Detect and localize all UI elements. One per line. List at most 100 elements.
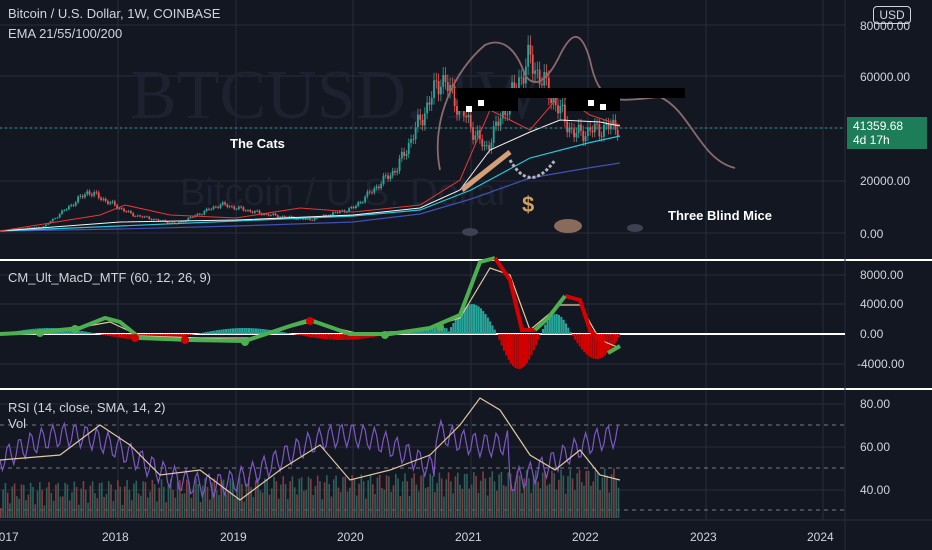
volume-bar — [153, 484, 156, 518]
macd-histogram-bar — [236, 328, 239, 334]
macd-histogram-bar — [114, 334, 117, 338]
ema-indicator-label[interactable]: EMA 21/55/100/200 — [8, 26, 123, 41]
candle-body — [596, 123, 598, 125]
chain-drawing — [508, 159, 557, 179]
candle-body — [288, 216, 291, 218]
candle-body — [518, 77, 520, 91]
rsi-sma-line — [0, 397, 621, 501]
currency-button[interactable]: USD — [873, 6, 911, 24]
volume-bars — [0, 468, 620, 518]
volume-bar — [408, 495, 411, 518]
volume-bar — [87, 502, 89, 518]
macd-histogram-bar — [362, 334, 365, 339]
rsi-axis-label: 60.00 — [860, 440, 891, 454]
macd-histogram-bar — [169, 334, 172, 339]
macd-histogram-bar — [583, 334, 586, 353]
volume-bar — [431, 476, 434, 518]
candle-body — [191, 216, 194, 218]
ema-55-line — [0, 119, 621, 232]
macd-histogram-bar — [342, 334, 345, 340]
price-pane[interactable] — [0, 0, 932, 260]
volume-bar — [413, 473, 415, 518]
macd-histogram-bar — [110, 334, 113, 337]
volume-bar — [169, 479, 172, 518]
candle-body — [146, 216, 148, 218]
macd-histogram-bar — [202, 332, 205, 334]
candle-body — [488, 145, 491, 150]
macd-histogram-bar — [594, 334, 597, 359]
macd-line-up2[interactable] — [533, 294, 622, 355]
volume-bar — [11, 486, 14, 518]
macd-histogram-bar — [68, 329, 71, 334]
candle-body — [247, 210, 249, 211]
candle-body — [201, 214, 203, 216]
macd-histogram-bar — [227, 328, 230, 334]
volume-bar — [91, 481, 94, 518]
volume-bar — [158, 487, 161, 518]
macd-line-down[interactable] — [493, 256, 612, 352]
candle-body — [444, 74, 447, 83]
macd-indicator-label[interactable]: CM_Ult_MacD_MTF (60, 12, 26, 9) — [8, 270, 212, 285]
candle-body — [279, 216, 282, 218]
candle-body — [90, 194, 93, 196]
macd-histogram-bar — [287, 333, 290, 334]
macd-histogram-bar — [470, 304, 473, 334]
macd-histogram-bar — [243, 328, 246, 334]
macd-histogram-bar — [181, 334, 184, 337]
candle-body — [125, 211, 128, 213]
macd-histogram-bar — [225, 329, 228, 334]
rsi-indicator-label[interactable]: RSI (14, close, SMA, 14, 2) — [8, 400, 166, 415]
volume-bar — [330, 496, 333, 518]
volume-bar — [606, 475, 608, 518]
candle-body — [148, 216, 151, 219]
candle-body — [212, 206, 215, 210]
volume-bar — [548, 483, 551, 518]
macd-histogram-bar — [597, 334, 600, 359]
macd-histogram-bar — [117, 334, 120, 338]
macd-histogram-bar — [264, 329, 267, 334]
macd-histogram-bar — [339, 334, 342, 340]
volume-bar — [48, 482, 50, 518]
volume-bar — [264, 478, 266, 518]
volume-bar — [326, 475, 328, 518]
volume-bar — [20, 484, 23, 518]
candle-body — [476, 130, 479, 136]
candle-body — [224, 202, 226, 205]
rsi-levels — [0, 424, 845, 511]
macd-histogram-bar — [250, 328, 253, 334]
volume-bar — [34, 504, 37, 518]
candle-body — [120, 208, 123, 210]
macd-line[interactable] — [0, 256, 496, 344]
macd-histogram-bar — [427, 328, 430, 334]
volume-bar — [546, 485, 549, 518]
volume-bar — [231, 481, 234, 518]
candle-body — [251, 211, 254, 213]
volume-bar — [367, 480, 370, 518]
volume-bar — [456, 472, 459, 518]
candle-body — [173, 222, 176, 224]
volume-bar — [266, 479, 268, 518]
volume-bar — [55, 484, 57, 518]
candle-body — [19, 228, 22, 230]
volume-bar — [206, 486, 209, 518]
volume-bar — [486, 495, 489, 518]
volume-bar — [282, 476, 285, 518]
volume-bar — [183, 493, 186, 518]
candle-body — [270, 214, 272, 216]
candle-body — [563, 104, 566, 122]
volume-bar — [594, 469, 597, 518]
candle-body — [139, 215, 141, 217]
macd-histogram-bar — [103, 334, 106, 336]
macd-pane[interactable] — [0, 262, 932, 389]
volume-bar — [420, 475, 422, 518]
macd-histogram-bar — [548, 317, 551, 334]
candle-body — [398, 158, 401, 171]
macd-histogram-bar — [537, 334, 540, 340]
volume-bar — [358, 483, 360, 518]
vol-indicator-label[interactable]: Vol — [8, 416, 27, 431]
volume-bar — [165, 502, 167, 518]
volume-bar — [450, 481, 452, 518]
volume-bar — [218, 495, 220, 518]
volume-bar — [208, 499, 211, 518]
